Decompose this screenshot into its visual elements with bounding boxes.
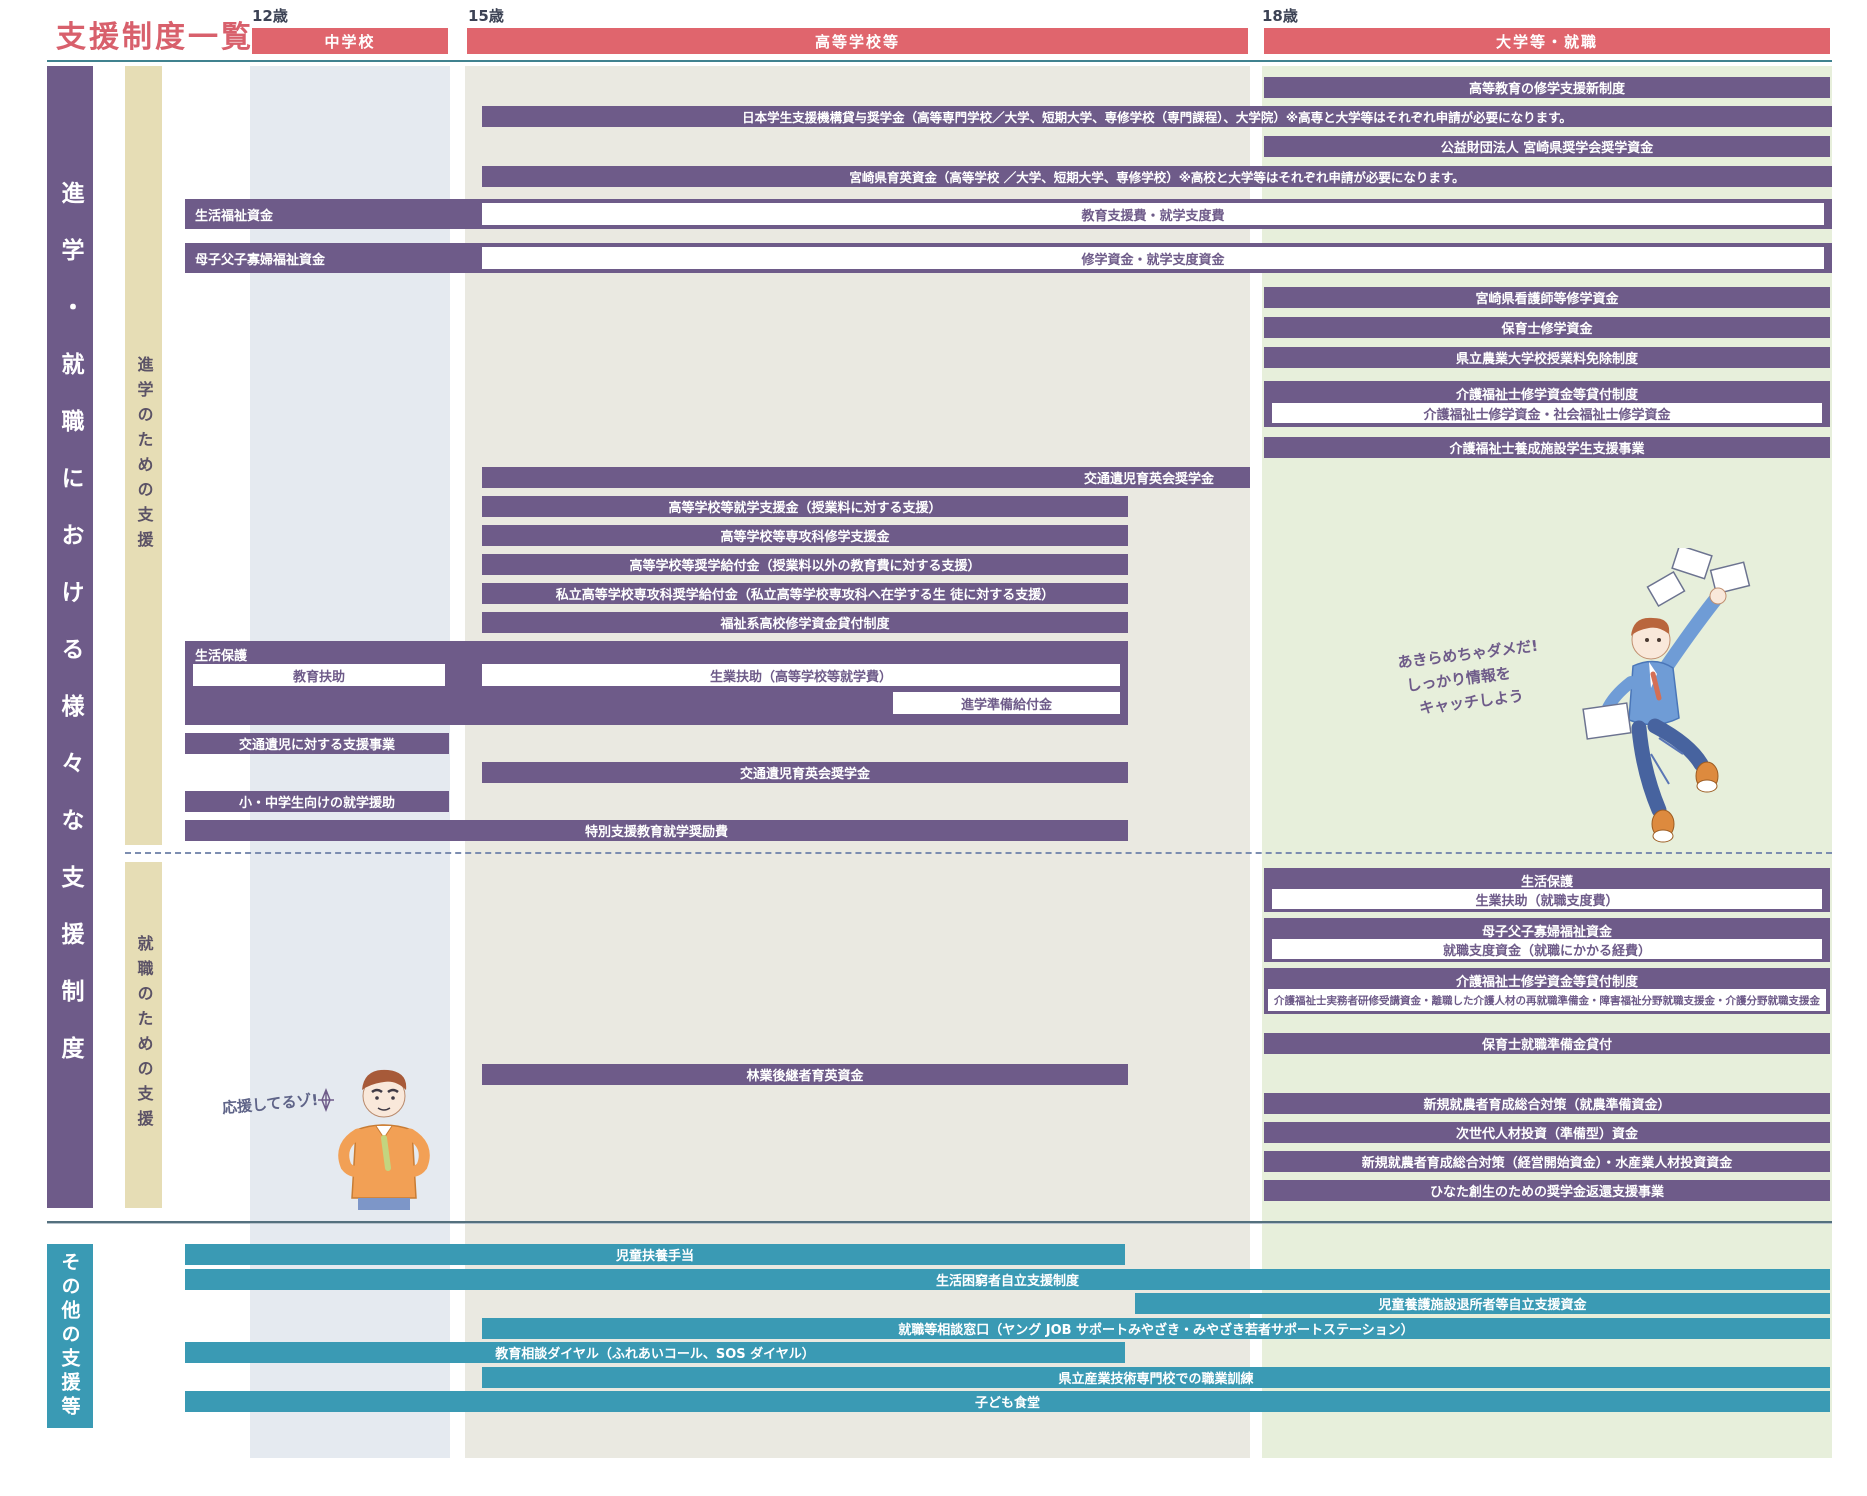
program-sub-bar: 生業扶助（高等学校等就学費）	[482, 664, 1120, 686]
program-bar: 交通遺児育英会奨学金	[482, 762, 1128, 783]
program-sub-bar: 介護福祉士修学資金・社会福祉士修学資金	[1272, 403, 1822, 423]
other-support-bar: 生活困窮者自立支援制度	[185, 1269, 1830, 1290]
other-support-bar: 就職等相談窓口（ヤング JOB サポートみやざき・みやざき若者サポートステーショ…	[482, 1318, 1830, 1339]
program-bar: 公益財団法人 宮崎県奨学会奨学資金	[1264, 136, 1830, 157]
program-bar: 新規就農者育成総合対策（就農準備資金）	[1264, 1093, 1830, 1114]
shingaku-shushoku-divider	[125, 852, 1832, 854]
page-title: 支援制度一覧	[56, 20, 254, 55]
other-support-bar: 県立産業技術専門校での職業訓練	[482, 1367, 1830, 1388]
header-university-employment: 大学等・就職	[1264, 28, 1830, 54]
section-label-main: 進学・就職における様々な支援制度	[47, 66, 93, 1208]
program-sub-bar: 進学準備給付金	[893, 692, 1120, 714]
program-bar: 保育士修学資金	[1264, 317, 1830, 338]
program-sub-bar: 生業扶助（就職支度費）	[1272, 889, 1822, 909]
age-label-18: 18歳	[1262, 7, 1298, 25]
program-bar: 福祉系高校修学資金貸付制度	[482, 612, 1128, 633]
program-bar: 高等学校等就学支援金（授業料に対する支援）	[482, 496, 1128, 517]
program-sub-bar: 教育支援費・就学支度費	[482, 203, 1824, 225]
program-bar: ひなた創生のための奨学金返還支援事業	[1264, 1180, 1830, 1201]
program-sub-bar: 介護福祉士実務者研修受講資金・離職した介護人材の再就職準備金・障害福祉分野就職支…	[1268, 989, 1826, 1011]
header-junior-high-school: 中学校	[252, 28, 448, 54]
section-label-shingaku: 進学のための支援	[125, 66, 162, 845]
program-bar: 特別支援教育就学奨励費	[185, 820, 1128, 841]
program-bar: 介護福祉士養成施設学生支援事業	[1264, 437, 1830, 458]
program-bar: 保育士就職準備金貸付	[1264, 1033, 1830, 1054]
program-bar: 県立農業大学校授業料免除制度	[1264, 347, 1830, 368]
jumping-student-illustration	[1582, 548, 1751, 843]
program-bar: 次世代人材投資（準備型）資金	[1264, 1122, 1830, 1143]
cheering-man-illustration	[318, 1069, 430, 1210]
program-bar: 高等教育の修学支援新制度	[1264, 77, 1830, 98]
program-bar: 交通遺児に対する支援事業	[185, 733, 449, 754]
program-sub-bar: 就職支度資金（就職にかかる経費）	[1272, 939, 1822, 959]
header-high-school: 高等学校等	[467, 28, 1248, 54]
title-underline	[47, 60, 1832, 62]
other-support-divider	[47, 1221, 1832, 1224]
other-support-bar: 児童扶養手当	[185, 1244, 1125, 1265]
program-bar: 宮崎県看護師等修学資金	[1264, 287, 1830, 308]
section-label-shushoku: 就職のための支援	[125, 862, 162, 1208]
other-support-bar: 教育相談ダイヤル（ふれあいコール、SOS ダイヤル）	[185, 1342, 1125, 1363]
program-bar: 高等学校等奨学給付金（授業料以外の教育費に対する支援）	[482, 554, 1128, 575]
program-bar: 林業後継者育英資金	[482, 1064, 1128, 1085]
column-junior-high-school	[250, 66, 450, 1458]
program-bar: 新規就農者育成総合対策（経営開始資金）・水産業人材投資資金	[1264, 1151, 1830, 1172]
section-label-sonota: その他の支援等	[47, 1244, 93, 1428]
age-label-15: 15歳	[468, 7, 504, 25]
program-bar: 交通遺児育英会奨学金	[482, 467, 1250, 488]
program-bar: 私立高等学校専攻科奨学給付金（私立高等学校専攻科へ在学する生 徒に対する支援）	[482, 583, 1128, 604]
program-sub-bar: 修学資金・就学支度資金	[482, 247, 1824, 269]
program-bar: 小・中学生向けの就学援助	[185, 791, 449, 812]
program-sub-bar: 教育扶助	[193, 664, 445, 686]
other-support-bar: 児童養護施設退所者等自立支援資金	[1135, 1293, 1830, 1314]
program-bar: 日本学生支援機構貸与奨学金（高等専門学校／大学、短期大学、専修学校（専門課程）、…	[482, 106, 1832, 127]
program-bar: 宮崎県育英資金（高等学校 ／大学、短期大学、専修学校）※高校と大学等はそれぞれ申…	[482, 166, 1832, 187]
age-label-12: 12歳	[252, 7, 288, 25]
other-support-bar: 子ども食堂	[185, 1391, 1830, 1412]
program-bar: 高等学校等専攻科修学支援金	[482, 525, 1128, 546]
